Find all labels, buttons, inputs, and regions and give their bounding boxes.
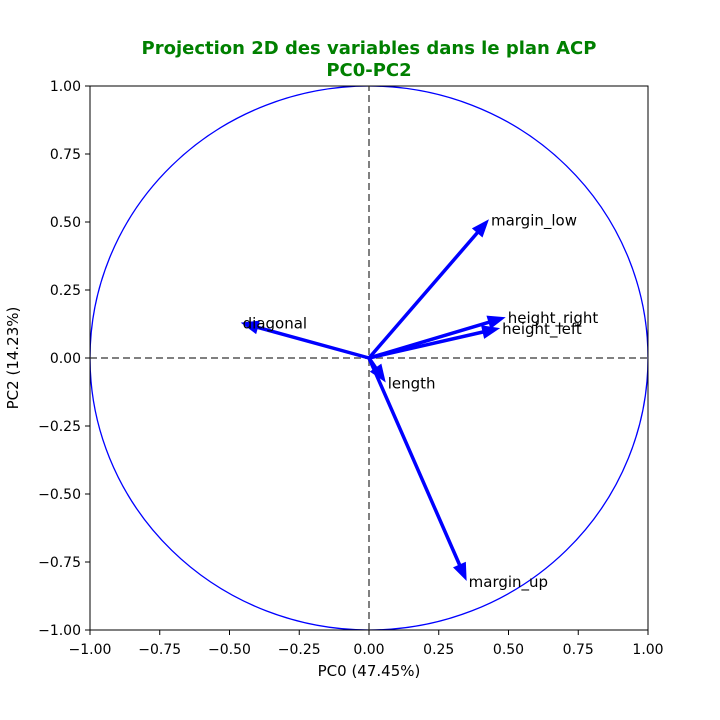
vector-shaft [368,329,485,360]
x-tick-label: 0.25 [423,642,454,658]
x-tick-label: 1.00 [632,642,663,658]
y-tick-label: −1.00 [38,623,81,639]
x-tick-label: 0.75 [563,642,594,658]
vector-shaft [255,325,370,360]
x-tick-label: −0.75 [138,642,181,658]
chart-title: Projection 2D des variables dans le plan… [142,38,597,59]
vector-margin_low [367,219,489,360]
plot-area [90,86,648,630]
vector-margin_up [367,357,467,582]
y-tick-label: 1.00 [50,79,81,95]
vector-arrowhead [369,363,386,383]
vector-arrowhead [453,561,467,582]
y-tick-label: 0.50 [50,215,81,231]
y-tick-label: −0.75 [38,555,81,571]
y-axis: −1.00 −0.75 −0.50 −0.25 0.00 0.25 0.50 0.75 1.00 [38,79,90,639]
vector-shaft [367,357,462,568]
vector-label-length: length [388,374,436,392]
vector-label-height_left: height_left [502,320,582,339]
x-tick-label: −0.50 [208,642,251,658]
x-tick-label: −1.00 [69,642,112,658]
y-tick-label: −0.50 [38,487,81,503]
y-tick-label: 0.25 [50,283,81,299]
y-axis-label: PC2 (14.23%) [4,307,22,410]
vector-label-height_right: height_right [508,309,599,328]
x-axis-label: PC0 (47.45%) [318,662,421,680]
vector-arrowhead [240,320,260,335]
vector-height_left [368,325,501,360]
x-axis: −1.00 −0.75 −0.50 −0.25 0.00 0.25 0.50 0.75 1.00 [69,630,664,658]
x-tick-label: 0.00 [353,642,384,658]
vector-arrowhead [486,315,506,330]
y-tick-label: 0.00 [50,351,81,367]
y-tick-label: 0.75 [50,147,81,163]
vector-shaft [367,230,480,360]
chart-subtitle: PC0-PC2 [326,60,411,81]
vector-label-margin_up: margin_up [469,573,548,592]
vector-diagonal [240,320,370,360]
vector-label-diagonal: diagonal [243,315,307,333]
x-tick-label: −0.25 [278,642,321,658]
vector-arrowhead [471,219,489,238]
x-tick-label: 0.50 [493,642,524,658]
y-tick-label: −0.25 [38,419,81,435]
vector-arrowhead [481,325,501,339]
vector-label-margin_low: margin_low [491,211,577,230]
